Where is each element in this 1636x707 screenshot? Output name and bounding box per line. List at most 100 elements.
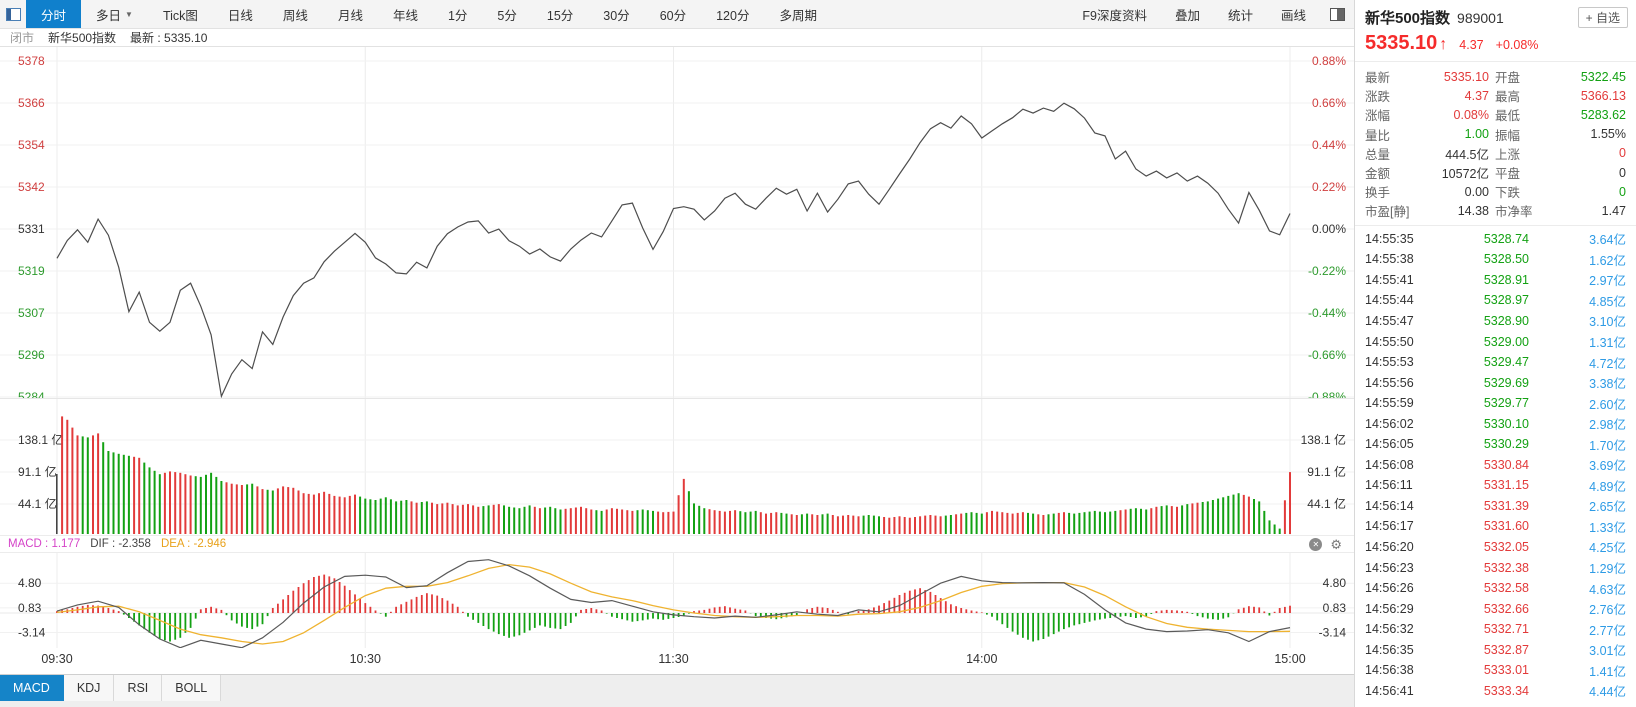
tool-F9深度资料[interactable]: F9深度资料 [1082, 8, 1147, 23]
stat-value: 0 [1619, 184, 1626, 199]
tick-row: 14:56:29 5332.66 2.76亿 [1365, 598, 1626, 619]
tick-row: 14:56:14 5331.39 2.65亿 [1365, 496, 1626, 517]
price-chart[interactable]: 5378 0.88% 5366 0.66% 5354 0.44% 5342 0.22% 5331… [0, 46, 1354, 398]
tick-time: 14:56:41 [1365, 683, 1414, 698]
period-tab-多日[interactable]: 多日 ▼ [96, 8, 133, 23]
volume-chart[interactable]: 138.1 亿 138.1 亿 91.1 亿 91.1 亿 44.1 亿 44.1 亿 [0, 398, 1354, 535]
period-tab-年线[interactable]: 年线 [392, 8, 418, 23]
tick-price: 5329.00 [1483, 334, 1529, 349]
macd-header: MACD : 1.177 DIF : -2.358 DEA : -2.946 ✕… [0, 535, 1354, 553]
stat-label: 市净率 [1495, 205, 1533, 220]
tool-画线[interactable]: 画线 [1280, 8, 1306, 23]
pct-axis-label: -0.22% [1308, 264, 1346, 278]
period-tab-120分[interactable]: 120分 [716, 8, 750, 23]
stat-value: 5322.45 [1580, 69, 1626, 84]
tick-price: 5329.47 [1483, 355, 1529, 370]
tick-list[interactable]: 14:55:35 5328.74 3.64亿 14:55:38 5328.50 1.62亿… [1355, 226, 1636, 702]
tick-row: 14:56:05 5330.29 1.70亿 [1365, 434, 1626, 455]
stat-label: 最新 [1365, 71, 1391, 86]
tick-volume: 1.29亿 [1589, 562, 1626, 577]
sidebar-toggle-icon[interactable] [0, 0, 26, 28]
quote-price-row: 5335.10 ↑ 4.37 +0.08% [1355, 28, 1636, 62]
tick-time: 14:55:56 [1365, 375, 1414, 390]
add-watchlist-button[interactable]: + 自选 [1577, 7, 1628, 28]
tick-time: 14:56:32 [1365, 622, 1414, 637]
quote-stats-grid: 最新 5335.10 开盘 5322.45 涨跌 4.37 最高 5366.13 涨幅 0.08%… [1355, 62, 1636, 226]
instrument-name: 新华500指数 [1365, 10, 1451, 27]
dif-line [56, 559, 1291, 648]
tick-price: 5332.87 [1483, 642, 1529, 657]
tick-time: 14:56:20 [1365, 539, 1414, 554]
period-tab-周线[interactable]: 周线 [282, 8, 308, 23]
pct-axis-label: 0.22% [1312, 180, 1346, 194]
tick-price: 5333.34 [1483, 683, 1529, 698]
tick-time: 14:56:29 [1365, 601, 1414, 616]
quote-header: 新华500指数 989001 + 自选 [1355, 0, 1636, 28]
tick-volume: 1.31亿 [1589, 336, 1626, 350]
tick-price: 5328.90 [1483, 313, 1529, 328]
macd-axis-label: 4.80 [1323, 576, 1347, 590]
tool-统计[interactable]: 统计 [1227, 8, 1253, 23]
panel-toggle-icon[interactable] [1320, 0, 1354, 28]
close-indicator-icon[interactable]: ✕ [1309, 537, 1323, 551]
stat-label: 量比 [1365, 128, 1391, 143]
macd-axis-label: 0.83 [1323, 601, 1347, 615]
tick-volume: 4.25亿 [1589, 541, 1626, 556]
stat-label: 最高 [1495, 90, 1521, 105]
period-tab-Tick图[interactable]: Tick图 [162, 8, 198, 23]
pct-axis-label: -0.88% [1308, 390, 1346, 398]
chevron-down-icon: ▼ [125, 9, 133, 19]
tick-volume: 4.89亿 [1589, 479, 1626, 494]
indicator-tab-RSI[interactable]: RSI [114, 675, 163, 701]
macd-axis-label: 4.80 [18, 576, 42, 590]
dea-value: DEA : -2.946 [160, 538, 227, 550]
stat-value: 0.00 [1464, 184, 1489, 199]
period-tab-多周期[interactable]: 多周期 [779, 8, 817, 23]
period-tab-5分[interactable]: 5分 [497, 8, 517, 23]
quote-panel: 新华500指数 989001 + 自选 5335.10 ↑ 4.37 +0.08… [1354, 0, 1636, 707]
stat-label: 上涨 [1495, 147, 1521, 162]
stat-label: 总量 [1365, 147, 1391, 162]
period-tab-日线[interactable]: 日线 [227, 8, 253, 23]
macd-chart[interactable]: 4.80 4.80 0.83 0.83 -3.14 -3.14 [0, 553, 1354, 648]
stat-label: 平盘 [1495, 167, 1521, 182]
tick-volume: 2.97亿 [1589, 274, 1626, 289]
gear-icon[interactable]: ⚙ [1330, 536, 1342, 552]
period-tab-15分[interactable]: 15分 [546, 8, 574, 23]
tick-volume: 4.44亿 [1589, 685, 1626, 700]
stat-value: 5366.13 [1580, 88, 1626, 103]
tick-time: 14:56:14 [1365, 498, 1414, 513]
period-tab-1分[interactable]: 1分 [447, 8, 468, 23]
up-arrow-icon: ↑ [1439, 36, 1448, 53]
indicator-tab-BOLL[interactable]: BOLL [162, 675, 222, 701]
tick-volume: 4.63亿 [1589, 582, 1626, 597]
stat-label: 市盈[静] [1365, 205, 1410, 220]
tick-row: 14:55:44 5328.97 4.85亿 [1365, 290, 1626, 311]
price-change-pct: +0.08% [1495, 38, 1539, 52]
pct-axis-label: 0.88% [1312, 54, 1346, 68]
indicator-tab-MACD[interactable]: MACD [0, 675, 64, 701]
stat-label: 金额 [1365, 167, 1391, 182]
time-axis-label: 14:00 [966, 652, 998, 666]
stat-label: 涨幅 [1365, 109, 1391, 124]
period-tab-月线[interactable]: 月线 [337, 8, 363, 23]
price-axis-label: 5354 [18, 138, 45, 152]
status-instrument-name: 新华500指数 [48, 31, 117, 45]
tick-row: 14:56:41 5333.34 4.44亿 [1365, 681, 1626, 702]
stat-value: 14.38 [1457, 203, 1489, 218]
tick-price: 5333.01 [1483, 663, 1529, 678]
tool-叠加[interactable]: 叠加 [1174, 8, 1200, 23]
period-tab-分时[interactable]: 分时 [26, 0, 82, 28]
tick-price: 5332.66 [1483, 601, 1529, 616]
tick-time: 14:55:59 [1365, 396, 1414, 411]
tick-price: 5330.10 [1483, 416, 1529, 431]
tick-volume: 2.98亿 [1589, 418, 1626, 433]
period-tab-30分[interactable]: 30分 [603, 8, 630, 23]
tick-price: 5332.71 [1483, 622, 1529, 637]
stat-value: 5335.10 [1443, 69, 1489, 84]
period-tab-60分[interactable]: 60分 [659, 8, 687, 23]
dif-value: DIF : -2.358 [90, 538, 151, 550]
volume-axis-label: 44.1 亿 [18, 496, 57, 511]
indicator-tab-KDJ[interactable]: KDJ [63, 675, 115, 701]
price-axis-label: 5342 [18, 180, 45, 194]
